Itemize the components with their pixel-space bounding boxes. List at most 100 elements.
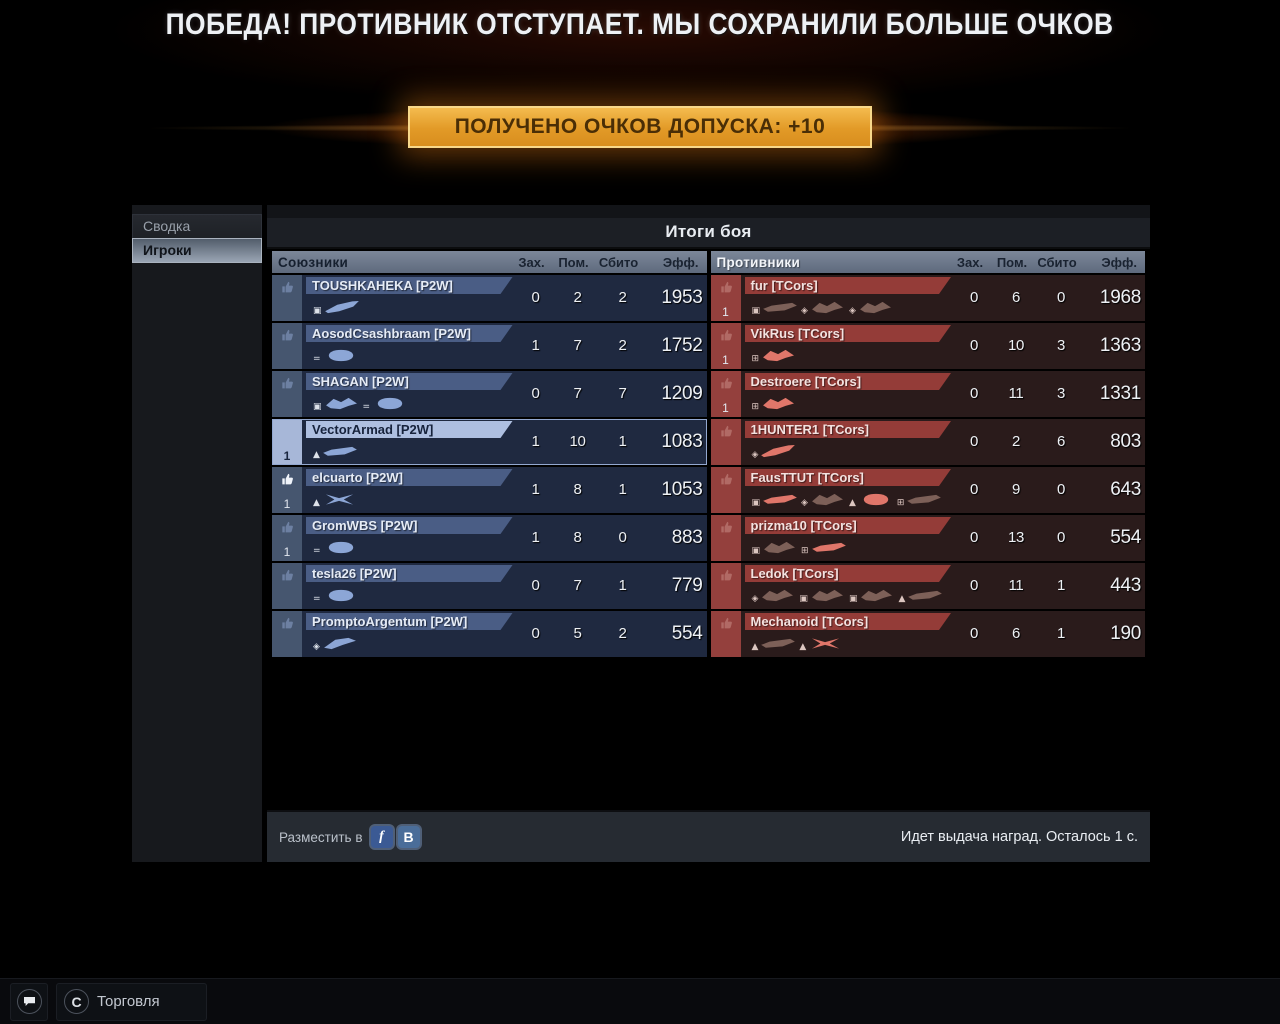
player-info: Ledok [TCors] ◈ ▣ ▣ ▲ <box>741 563 954 609</box>
stat-assists: 8 <box>573 481 582 498</box>
player-name: AosodCsashbraam [P2W] <box>306 325 513 342</box>
ship-icon <box>323 446 357 456</box>
ready-cell <box>272 611 302 657</box>
player-name: GromWBS [P2W] <box>306 517 513 534</box>
stat-captured: 0 <box>969 433 979 450</box>
player-name: 1HUNTER1 [TCors] <box>745 421 952 438</box>
player-row[interactable]: prizma10 [TCors] ▣ ⊞ 0 13 0 554 <box>710 515 1145 561</box>
player-info: Mechanoid [TCors] ▲ ▲ <box>741 611 954 657</box>
ship-icon <box>764 541 796 553</box>
results-main-panel: Итоги боя Союзники Зах. Пом. Сбито Эфф. TOUSH… <box>267 205 1150 862</box>
player-row[interactable]: 1 elcuarto [P2W] ▲ 1 8 1 1053 <box>272 467 707 513</box>
player-name: Destroere [TCors] <box>745 373 952 390</box>
vk-share-button[interactable]: B <box>397 826 420 848</box>
ship-status-icon: ▲ <box>751 642 759 652</box>
player-row[interactable]: FausTTUT [TCors] ▣ ◈ ▲ ⊞ 0 9 0 643 <box>710 467 1145 513</box>
player-info: TOUSHKAHEKA [P2W] ▣ <box>302 275 515 321</box>
stat-captured: 0 <box>531 625 540 642</box>
ship-icon <box>761 444 796 457</box>
stat-assists: 7 <box>573 577 582 594</box>
ship-icon <box>323 637 356 649</box>
column-header-2: Сбито <box>1037 254 1077 270</box>
stat-assists: 5 <box>573 625 582 642</box>
player-row[interactable]: AosodCsashbraam [P2W] = 1 7 2 1752 <box>272 323 707 369</box>
trade-button[interactable]: C Торговля <box>56 982 207 1021</box>
ready-cell <box>272 275 302 321</box>
stat-assists: 7 <box>573 337 582 354</box>
player-row[interactable]: 1 VikRus [TCors] ⊞ 0 10 3 1363 <box>710 323 1145 369</box>
tab-players[interactable]: Игроки <box>132 238 262 263</box>
ship-icon <box>328 589 353 601</box>
stat-kills: 1 <box>1056 625 1066 642</box>
stat-assists: 6 <box>1011 289 1021 306</box>
ship-icons: ◈ <box>306 630 515 656</box>
ship-icons: ▣ ◈ ◈ <box>745 294 954 320</box>
tab-summary[interactable]: Сводка <box>132 214 262 238</box>
ship-status-icon: = <box>313 354 321 364</box>
thumbs-up-icon <box>282 521 293 533</box>
player-info: VectorArmad [P2W] ▲ <box>302 419 515 465</box>
player-row[interactable]: Ledok [TCors] ◈ ▣ ▣ ▲ 0 11 1 443 <box>710 563 1145 609</box>
ship-icon <box>861 589 893 601</box>
stat-assists: 10 <box>569 433 586 450</box>
player-row[interactable]: 1 Destroere [TCors] ⊞ 0 11 3 1331 <box>710 371 1145 417</box>
battle-results-window: Сводка Игроки Итоги боя Союзники Зах. Пом.… <box>132 205 1150 862</box>
player-row[interactable]: tesla26 [P2W] = 0 7 1 779 <box>272 563 707 609</box>
player-info: PromptoArgentum [P2W] ◈ <box>302 611 515 657</box>
player-row[interactable]: TOUSHKAHEKA [P2W] ▣ 0 2 2 1953 <box>272 275 707 321</box>
stat-kills: 0 <box>1056 289 1066 306</box>
stat-captured: 0 <box>969 337 979 354</box>
stat-kills: 0 <box>618 529 627 546</box>
ship-icon <box>325 493 354 505</box>
ship-icon <box>763 349 795 361</box>
ship-icon <box>763 397 795 409</box>
player-row[interactable]: Mechanoid [TCors] ▲ ▲ 0 6 1 190 <box>710 611 1145 657</box>
ready-cell <box>272 323 302 369</box>
player-name: PromptoArgentum [P2W] <box>306 613 513 630</box>
player-row[interactable]: 1 GromWBS [P2W] = 1 8 0 883 <box>272 515 707 561</box>
player-row[interactable]: 1 fur [TCors] ▣ ◈ ◈ 0 6 0 1968 <box>710 275 1145 321</box>
stat-efficiency: 554 <box>1110 527 1141 548</box>
stat-kills: 2 <box>618 337 627 354</box>
ship-status-icon: ▲ <box>313 450 320 460</box>
stat-kills: 2 <box>618 289 627 306</box>
ship-icon <box>324 300 359 313</box>
column-header-0: Зах. <box>956 254 984 270</box>
player-row[interactable]: PromptoArgentum [P2W] ◈ 0 5 2 554 <box>272 611 707 657</box>
stat-captured: 1 <box>531 481 540 498</box>
stat-efficiency: 190 <box>1110 623 1141 644</box>
stat-kills: 6 <box>1056 433 1066 450</box>
player-row[interactable]: 1HUNTER1 [TCors] ◈ 0 2 6 803 <box>710 419 1145 465</box>
player-info: AosodCsashbraam [P2W] = <box>302 323 515 369</box>
chat-icon <box>16 989 42 1014</box>
player-name: FausTTUT [TCors] <box>745 469 952 486</box>
player-name: VikRus [TCors] <box>745 325 952 342</box>
player-row[interactable]: SHAGAN [P2W] ▣ = 0 7 7 1209 <box>272 371 707 417</box>
allies-table: Союзники Зах. Пом. Сбито Эфф. TOUSHKAHEKA [P2… <box>272 251 707 659</box>
ship-status-icon: ⊞ <box>751 402 760 412</box>
facebook-share-button[interactable]: f <box>370 826 393 848</box>
ship-icon <box>763 302 797 312</box>
column-header-3: Эфф. <box>662 254 699 270</box>
player-name: prizma10 [TCors] <box>745 517 952 534</box>
ship-status-icon: ▲ <box>313 498 320 508</box>
thumbs-up-icon <box>720 329 732 341</box>
stat-assists: 10 <box>1007 337 1025 354</box>
player-row[interactable]: 1 VectorArmad [P2W] ▲ 1 10 1 1083 <box>272 419 707 465</box>
ready-cell: 1 <box>710 323 741 369</box>
ship-icon <box>812 301 843 313</box>
allies-header-label: Союзники <box>278 254 349 270</box>
chat-button[interactable] <box>10 982 48 1021</box>
victory-title-text: ПОБЕДА! ПРОТИВНИК ОТСТУПАЕТ. МЫ СОХРАНИЛ… <box>166 8 1114 41</box>
thumbs-up-icon <box>282 377 293 389</box>
ship-status-icon: ◈ <box>313 642 320 652</box>
ship-icons: ▲ <box>306 486 515 512</box>
stat-captured: 0 <box>531 385 540 402</box>
stat-captured: 0 <box>969 481 979 498</box>
stat-captured: 0 <box>969 625 979 642</box>
sidebar: Сводка Игроки <box>132 205 262 862</box>
stat-efficiency: 1953 <box>661 287 703 308</box>
rank-number: 1 <box>722 401 729 415</box>
ship-status-icon: ◈ <box>848 306 856 316</box>
ready-cell: 1 <box>710 371 741 417</box>
